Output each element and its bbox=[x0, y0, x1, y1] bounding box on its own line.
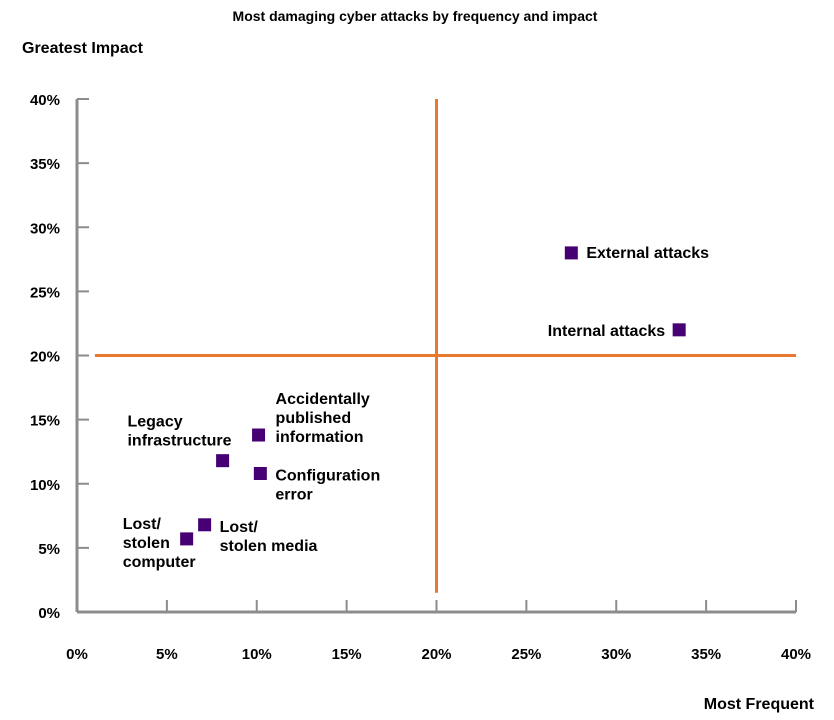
data-point-label: Configuration error bbox=[275, 467, 380, 503]
y-tick-label: 10% bbox=[30, 477, 60, 494]
data-point-marker bbox=[252, 428, 266, 442]
y-tick-label: 0% bbox=[38, 605, 60, 622]
axes: 0% 5% 10% 15% 20% 25% 30% 35% 40% 0% 5% 10% 15% 20% 25… bbox=[30, 92, 811, 663]
data-point-label: Legacy infrastructure bbox=[127, 414, 231, 450]
x-tick-label: 40% bbox=[781, 646, 811, 663]
data-point-marker bbox=[253, 466, 267, 480]
data-point-marker bbox=[672, 323, 686, 337]
y-tick-label: 35% bbox=[30, 156, 60, 173]
y-tick-label: 25% bbox=[30, 284, 60, 301]
x-tick-label: 5% bbox=[156, 646, 178, 663]
y-axis-label: Greatest Impact bbox=[22, 40, 144, 57]
chart-title: Most damaging cyber attacks by frequency… bbox=[233, 8, 598, 24]
y-tick-label: 30% bbox=[30, 220, 60, 237]
data-point-marker bbox=[564, 246, 578, 260]
x-tick-label: 25% bbox=[511, 646, 541, 663]
data-point-label: Accidentally published information bbox=[276, 391, 370, 446]
x-axis-label: Most Frequent bbox=[704, 696, 815, 713]
y-tick-label: 5% bbox=[38, 541, 60, 558]
data-point-marker bbox=[198, 518, 212, 532]
x-tick-label: 35% bbox=[691, 646, 721, 663]
data-point-label: Lost/stolen computer bbox=[123, 516, 196, 571]
data-point-label: External attacks bbox=[586, 245, 709, 262]
y-tick-label: 20% bbox=[30, 349, 60, 366]
x-tick-label: 15% bbox=[332, 646, 362, 663]
data-points: External attacks Internal attacks Accident… bbox=[123, 245, 709, 571]
data-point-marker bbox=[180, 532, 194, 546]
x-tick-label: 10% bbox=[242, 646, 272, 663]
x-tick-label: 0% bbox=[66, 646, 88, 663]
data-point-label: Lost/stolen media bbox=[220, 519, 318, 555]
quadrant-lines bbox=[94, 99, 796, 593]
y-tick-label: 15% bbox=[30, 413, 60, 430]
data-point-label: Internal attacks bbox=[548, 323, 665, 340]
data-point-marker bbox=[216, 454, 230, 468]
x-tick-label: 30% bbox=[601, 646, 631, 663]
y-tick-label: 40% bbox=[30, 92, 60, 109]
x-tick-label: 20% bbox=[421, 646, 451, 663]
